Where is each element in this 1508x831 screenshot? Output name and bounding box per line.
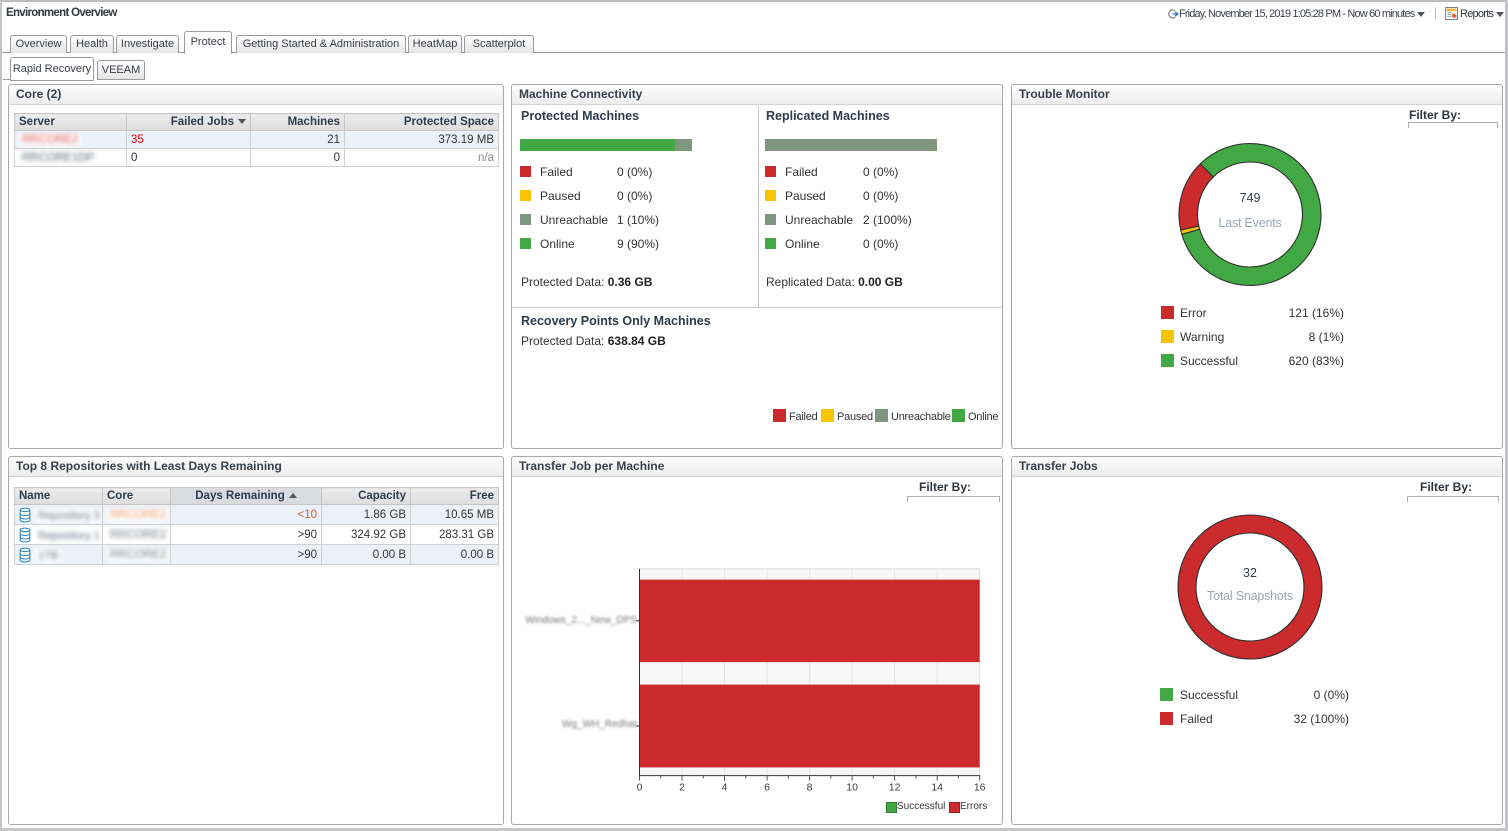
svg-text:12: 12 — [889, 782, 901, 794]
svg-text:2: 2 — [679, 782, 685, 794]
svg-text:16: 16 — [974, 782, 986, 794]
svg-text:0: 0 — [637, 782, 643, 794]
svg-text:14: 14 — [931, 782, 943, 794]
svg-text:6: 6 — [764, 782, 770, 794]
svg-text:10: 10 — [846, 782, 858, 794]
svg-text:4: 4 — [722, 782, 728, 794]
svg-text:8: 8 — [807, 782, 813, 794]
